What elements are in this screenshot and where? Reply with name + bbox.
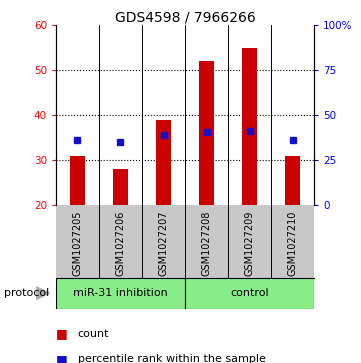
Bar — [199, 61, 214, 205]
Text: count: count — [78, 329, 109, 339]
Text: GSM1027206: GSM1027206 — [116, 211, 126, 276]
Bar — [185, 278, 314, 309]
Text: GSM1027205: GSM1027205 — [73, 211, 82, 276]
Text: percentile rank within the sample: percentile rank within the sample — [78, 354, 265, 363]
Bar — [285, 156, 300, 205]
Bar — [70, 156, 85, 205]
Text: GSM1027207: GSM1027207 — [158, 211, 169, 276]
Polygon shape — [36, 286, 51, 301]
Bar — [113, 169, 128, 205]
Title: GDS4598 / 7966266: GDS4598 / 7966266 — [115, 10, 255, 24]
Text: ■: ■ — [56, 327, 68, 340]
Text: GSM1027209: GSM1027209 — [244, 211, 255, 276]
Text: miR-31 inhibition: miR-31 inhibition — [73, 288, 168, 298]
Text: GSM1027208: GSM1027208 — [201, 211, 212, 276]
Bar — [156, 120, 171, 205]
Bar — [56, 278, 185, 309]
Bar — [242, 48, 257, 205]
Text: ■: ■ — [56, 353, 68, 363]
Text: protocol: protocol — [4, 288, 49, 298]
Text: GSM1027210: GSM1027210 — [288, 211, 297, 276]
Text: control: control — [230, 288, 269, 298]
